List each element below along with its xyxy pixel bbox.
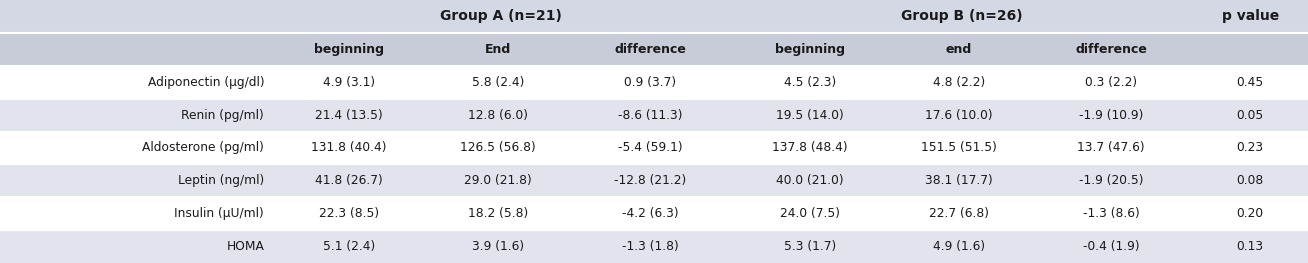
Text: 4.9 (1.6): 4.9 (1.6) [933, 240, 985, 253]
Text: -1.9 (20.5): -1.9 (20.5) [1079, 174, 1143, 187]
Text: 0.13: 0.13 [1236, 240, 1264, 253]
Text: 13.7 (47.6): 13.7 (47.6) [1078, 141, 1144, 154]
Bar [0, 197, 1308, 230]
Bar [0, 132, 1308, 164]
Text: 4.8 (2.2): 4.8 (2.2) [933, 76, 985, 89]
Text: 3.9 (1.6): 3.9 (1.6) [472, 240, 525, 253]
Text: 0.08: 0.08 [1236, 174, 1264, 187]
Text: 126.5 (56.8): 126.5 (56.8) [460, 141, 536, 154]
Text: 0.9 (3.7): 0.9 (3.7) [624, 76, 676, 89]
Text: difference: difference [615, 43, 687, 56]
Text: -12.8 (21.2): -12.8 (21.2) [613, 174, 687, 187]
Text: 29.0 (21.8): 29.0 (21.8) [464, 174, 532, 187]
Text: 0.05: 0.05 [1236, 109, 1264, 122]
Text: Insulin (μU/ml): Insulin (μU/ml) [174, 207, 264, 220]
Text: Adiponectin (μg/dl): Adiponectin (μg/dl) [148, 76, 264, 89]
Text: 0.23: 0.23 [1236, 141, 1264, 154]
Text: 21.4 (13.5): 21.4 (13.5) [315, 109, 383, 122]
Text: 131.8 (40.4): 131.8 (40.4) [311, 141, 387, 154]
Text: 5.8 (2.4): 5.8 (2.4) [472, 76, 525, 89]
Text: beginning: beginning [314, 43, 385, 56]
Text: 4.5 (2.3): 4.5 (2.3) [783, 76, 836, 89]
Bar [0, 164, 1308, 197]
Text: 22.3 (8.5): 22.3 (8.5) [319, 207, 379, 220]
Text: 24.0 (7.5): 24.0 (7.5) [780, 207, 840, 220]
Text: 4.9 (3.1): 4.9 (3.1) [323, 76, 375, 89]
Text: End: End [485, 43, 511, 56]
Text: 0.3 (2.2): 0.3 (2.2) [1084, 76, 1137, 89]
Text: -1.3 (1.8): -1.3 (1.8) [621, 240, 679, 253]
Text: 18.2 (5.8): 18.2 (5.8) [468, 207, 528, 220]
Text: Renin (pg/ml): Renin (pg/ml) [182, 109, 264, 122]
Text: 5.1 (2.4): 5.1 (2.4) [323, 240, 375, 253]
Text: 12.8 (6.0): 12.8 (6.0) [468, 109, 528, 122]
Text: -0.4 (1.9): -0.4 (1.9) [1083, 240, 1139, 253]
Text: difference: difference [1075, 43, 1147, 56]
Text: 41.8 (26.7): 41.8 (26.7) [315, 174, 383, 187]
Text: -4.2 (6.3): -4.2 (6.3) [621, 207, 679, 220]
Text: p value: p value [1222, 9, 1279, 23]
Text: Group B (n=26): Group B (n=26) [901, 9, 1023, 23]
Text: 151.5 (51.5): 151.5 (51.5) [921, 141, 997, 154]
Text: -8.6 (11.3): -8.6 (11.3) [617, 109, 683, 122]
Text: -1.9 (10.9): -1.9 (10.9) [1079, 109, 1143, 122]
Text: 40.0 (21.0): 40.0 (21.0) [776, 174, 844, 187]
Text: 0.45: 0.45 [1236, 76, 1264, 89]
Text: -1.3 (8.6): -1.3 (8.6) [1083, 207, 1139, 220]
Text: -5.4 (59.1): -5.4 (59.1) [617, 141, 683, 154]
Text: 22.7 (6.8): 22.7 (6.8) [929, 207, 989, 220]
Text: end: end [946, 43, 972, 56]
Text: Group A (n=21): Group A (n=21) [441, 9, 562, 23]
Text: beginning: beginning [774, 43, 845, 56]
Text: 5.3 (1.7): 5.3 (1.7) [783, 240, 836, 253]
Bar [0, 66, 1308, 99]
Text: 17.6 (10.0): 17.6 (10.0) [925, 109, 993, 122]
Text: 38.1 (17.7): 38.1 (17.7) [925, 174, 993, 187]
Text: HOMA: HOMA [226, 240, 264, 253]
Text: Leptin (ng/ml): Leptin (ng/ml) [178, 174, 264, 187]
Text: 19.5 (14.0): 19.5 (14.0) [776, 109, 844, 122]
Bar [0, 0, 1308, 33]
Bar [0, 230, 1308, 263]
Text: 0.20: 0.20 [1236, 207, 1264, 220]
Text: Aldosterone (pg/ml): Aldosterone (pg/ml) [143, 141, 264, 154]
Bar [0, 33, 1308, 66]
Text: 137.8 (48.4): 137.8 (48.4) [772, 141, 848, 154]
Bar [0, 99, 1308, 132]
